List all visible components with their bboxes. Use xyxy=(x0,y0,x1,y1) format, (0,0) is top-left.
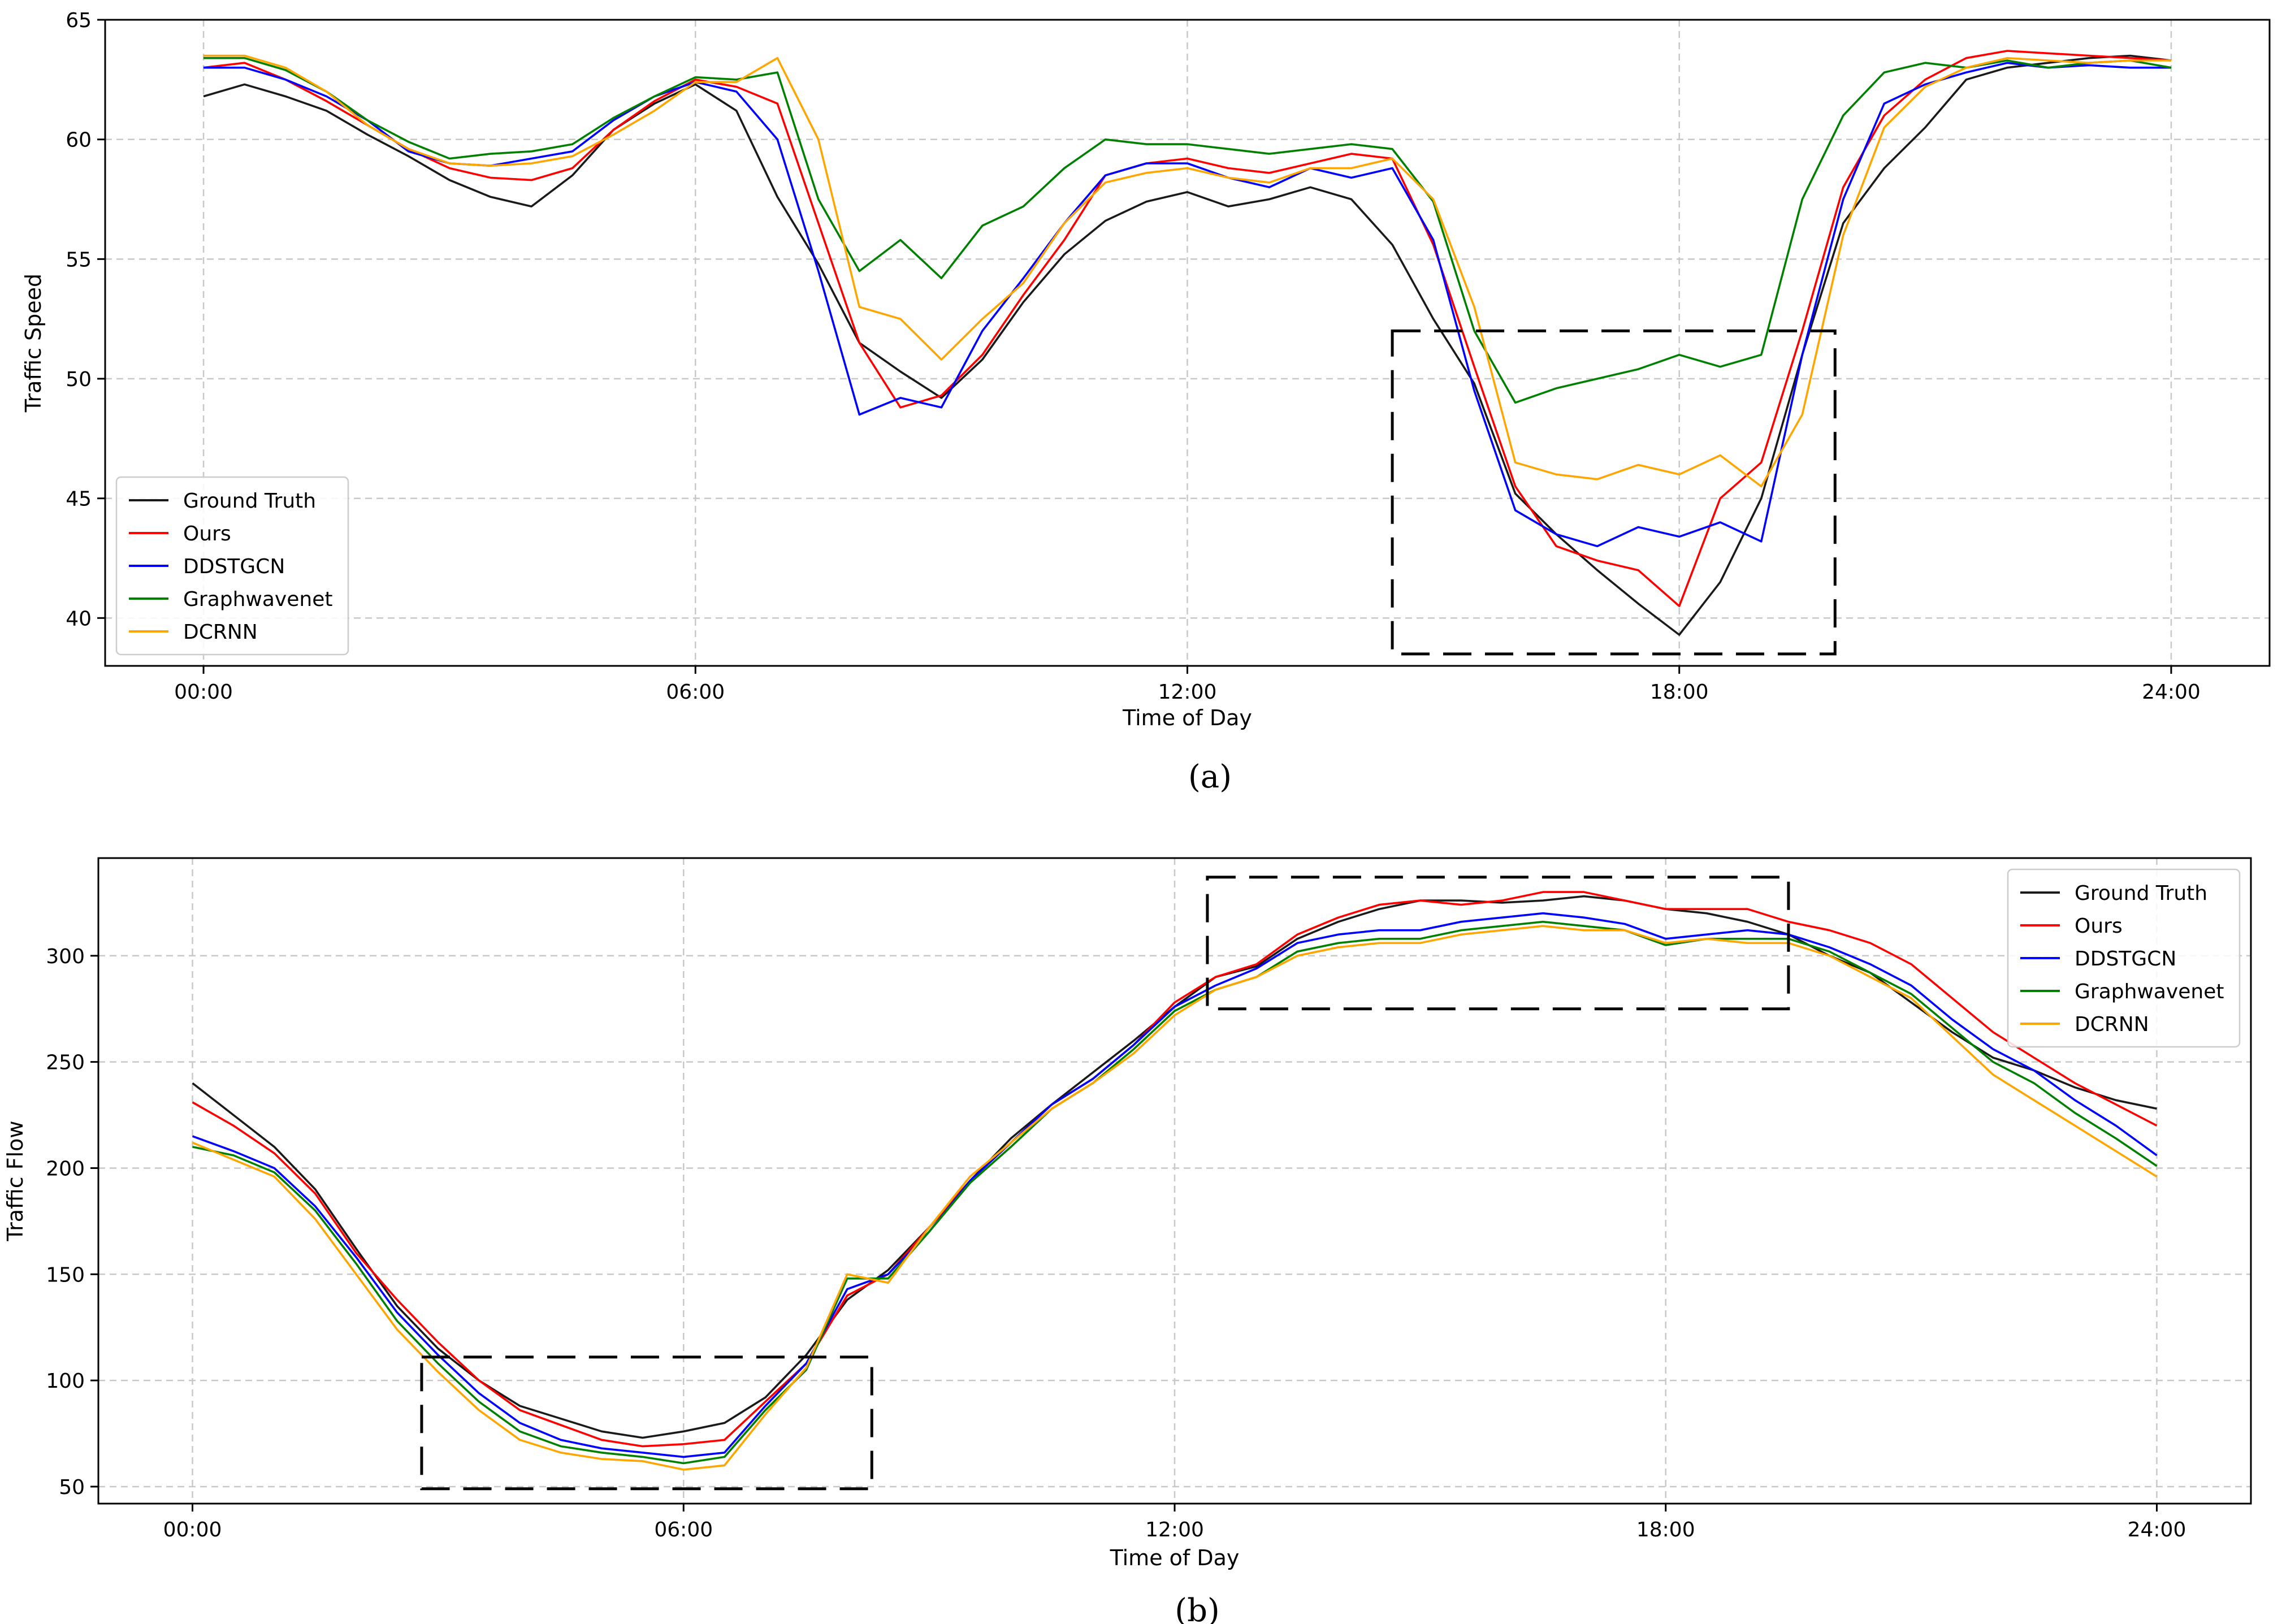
legend-label: Ours xyxy=(183,522,231,545)
series-line-ddstgcn xyxy=(203,62,2171,548)
series-line-ddstgcn xyxy=(192,912,2158,1458)
x-tick-label: 00:00 xyxy=(163,1518,222,1541)
legend-label: Graphwavenet xyxy=(183,588,332,611)
x-tick-label: 00:00 xyxy=(174,681,233,704)
series-line-graphwavenet xyxy=(192,920,2158,1465)
y-tick-label: 250 xyxy=(46,1051,85,1075)
y-tick-label: 200 xyxy=(46,1157,85,1180)
legend-label: Ground Truth xyxy=(2075,882,2207,905)
x-tick-label: 18:00 xyxy=(1636,1518,1695,1541)
chart-a: 00:00 06:00 12:00 18:00 24:00 40 45 50 55 60 65 Ti… xyxy=(21,9,2271,795)
series-line-ours xyxy=(192,891,2158,1448)
highlight-box xyxy=(420,1356,873,1491)
series-line-dcrnn xyxy=(203,54,2171,488)
chart-b-series xyxy=(192,891,2158,1471)
legend-label: DCRNN xyxy=(183,621,258,644)
legend-label: Ground Truth xyxy=(183,490,316,513)
x-tick-label: 12:00 xyxy=(1158,681,1217,704)
chart-b-x-axis-label: Time of Day xyxy=(1110,1545,1240,1570)
chart-a-ticks: 00:00 06:00 12:00 18:00 24:00 40 45 50 55 60 65 xyxy=(66,9,2201,704)
legend-box xyxy=(2007,868,2241,1048)
legend-label: DDSTGCN xyxy=(2075,947,2176,971)
y-tick-label: 55 xyxy=(66,248,92,271)
chart-b-caption: (b) xyxy=(1175,1592,1220,1624)
y-tick-label: 50 xyxy=(59,1476,85,1499)
chart-a-highlight-box xyxy=(1391,329,1837,656)
series-line-dcrnn xyxy=(192,925,2158,1471)
series-line-graphwavenet xyxy=(203,57,2172,404)
y-tick-label: 300 xyxy=(46,945,85,968)
legend-box xyxy=(115,476,349,656)
chart-a-caption: (a) xyxy=(1188,759,1232,795)
series-line-ground-truth xyxy=(203,54,2172,636)
y-tick-label: 100 xyxy=(46,1370,85,1393)
y-tick-label: 45 xyxy=(66,488,92,511)
chart-b-ticks: 00:00 06:00 12:00 18:00 24:00 50 100 150 200 250 3… xyxy=(46,945,2186,1541)
highlight-box xyxy=(1391,329,1837,656)
chart-a-x-axis-label: Time of Day xyxy=(1122,705,1252,730)
chart-a-y-axis-label: Traffic Speed xyxy=(21,274,46,413)
chart-b-y-axis-label: Traffic Flow xyxy=(3,1121,28,1242)
legend-label: Graphwavenet xyxy=(2075,980,2224,1003)
x-tick-label: 06:00 xyxy=(666,681,725,704)
legend-label: DDSTGCN xyxy=(183,555,285,578)
chart-b-highlight-boxes xyxy=(420,876,1790,1491)
x-tick-label: 18:00 xyxy=(1650,681,1709,704)
x-tick-label: 24:00 xyxy=(2142,681,2201,704)
x-tick-label: 06:00 xyxy=(654,1518,713,1541)
chart-b: 00:00 06:00 12:00 18:00 24:00 50 100 150 200 250 3… xyxy=(3,857,2252,1624)
y-tick-label: 65 xyxy=(66,9,92,32)
series-line-ours xyxy=(203,50,2172,607)
chart-a-series xyxy=(203,50,2172,636)
chart-b-grid xyxy=(98,858,2251,1504)
y-tick-label: 40 xyxy=(66,607,92,630)
chart-b-legend: Ground Truth Ours DDSTGCN Graphwavenet DCRNN xyxy=(2007,868,2241,1048)
y-tick-label: 150 xyxy=(46,1263,85,1287)
legend-label: DCRNN xyxy=(2075,1013,2149,1036)
legend-label: Ours xyxy=(2075,915,2123,938)
y-tick-label: 50 xyxy=(66,368,92,391)
chart-a-legend: Ground Truth Ours DDSTGCN Graphwavenet DCRNN xyxy=(115,476,349,656)
x-tick-label: 12:00 xyxy=(1145,1518,1204,1541)
highlight-box xyxy=(1206,876,1790,1011)
x-tick-label: 24:00 xyxy=(2128,1518,2186,1541)
y-tick-label: 60 xyxy=(66,129,92,152)
